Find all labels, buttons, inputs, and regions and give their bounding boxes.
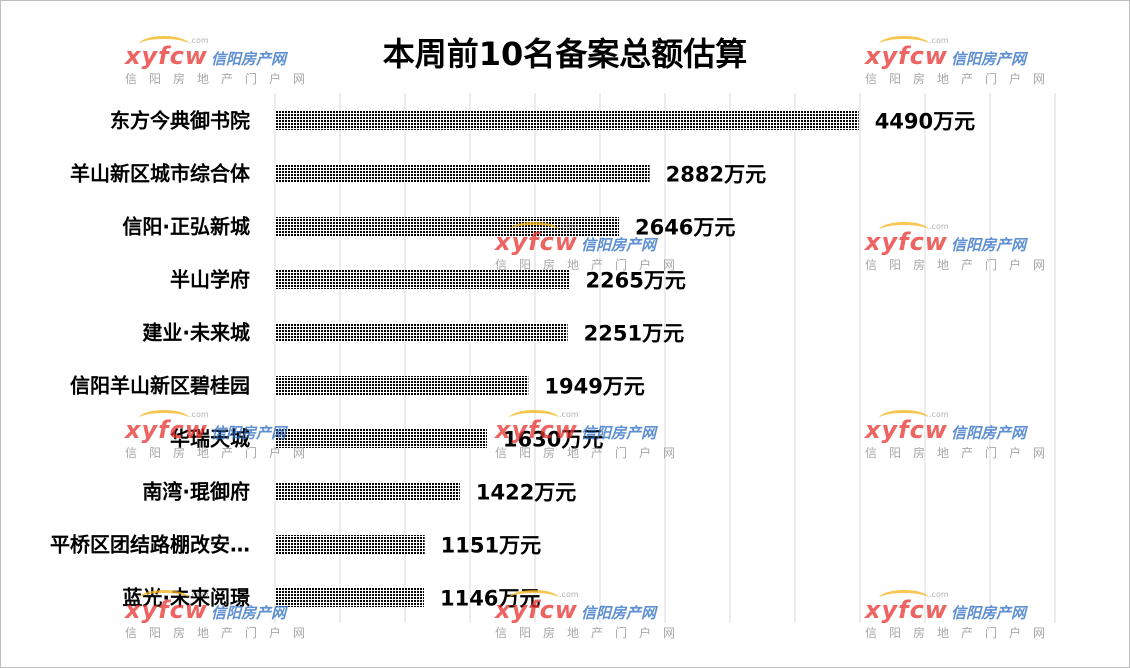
watermark: .com xyfcw 信阳房产网 信阳房地产门户网 xyxy=(495,590,675,640)
watermark-roof-icon xyxy=(879,590,929,607)
watermark-roof-icon xyxy=(879,222,929,239)
watermark-logo: xyfcw xyxy=(495,416,578,444)
watermark-subtitle: 信阳房地产门户网 xyxy=(495,626,688,640)
watermark-logo: xyfcw xyxy=(125,596,208,624)
bar xyxy=(275,588,424,607)
watermark-logo: xyfcw xyxy=(125,42,208,70)
data-label: 1630万元 xyxy=(503,428,603,452)
data-label: 4490万元 xyxy=(875,110,975,134)
category-label: 信阳·正弘新城 xyxy=(122,215,250,239)
category-label: 羊山新区城市综合体 xyxy=(70,162,251,186)
chart-title: 本周前10名备案总额估算 xyxy=(383,35,748,73)
watermark-dotcom: .com xyxy=(929,222,949,231)
watermark: .com xyfcw 信阳房产网 信阳房地产门户网 xyxy=(865,590,1045,640)
watermark-logo: xyfcw xyxy=(125,416,208,444)
category-label: 信阳羊山新区碧桂园 xyxy=(70,374,250,398)
category-label: 半山学府 xyxy=(170,268,250,292)
watermark-subtitle: 信阳房地产门户网 xyxy=(865,72,1058,86)
watermark-roof-icon xyxy=(879,410,929,427)
bar xyxy=(275,111,859,130)
watermark-logo: xyfcw xyxy=(495,228,578,256)
watermark-subtitle: 信阳房地产门户网 xyxy=(125,72,318,86)
watermark-site-name: 信阳房产网 xyxy=(581,604,657,622)
watermark-roof-icon xyxy=(509,222,559,239)
watermark-subtitle: 信阳房地产门户网 xyxy=(125,626,318,640)
watermark: .com xyfcw 信阳房产网 信阳房地产门户网 xyxy=(125,36,305,86)
data-label: 1151万元 xyxy=(441,534,541,558)
watermark-site-name: 信阳房产网 xyxy=(951,424,1027,442)
watermark-roof-icon xyxy=(139,410,189,427)
watermark-dotcom: .com xyxy=(189,590,209,599)
data-label: 2265万元 xyxy=(585,269,685,293)
watermark-dotcom: .com xyxy=(559,410,579,419)
watermark-logo: xyfcw xyxy=(865,42,948,70)
watermark-dotcom: .com xyxy=(929,36,949,45)
category-label: 建业·未来城 xyxy=(142,321,250,345)
watermark-dotcom: .com xyxy=(929,590,949,599)
watermark: .com xyfcw 信阳房产网 信阳房地产门户网 xyxy=(125,590,305,640)
watermark: .com xyfcw 信阳房产网 信阳房地产门户网 xyxy=(125,410,305,460)
bar xyxy=(275,323,568,342)
watermark-logo: xyfcw xyxy=(865,416,948,444)
data-label: 1949万元 xyxy=(544,375,644,399)
watermark-dotcom: .com xyxy=(559,590,579,599)
watermark-site-name: 信阳房产网 xyxy=(951,604,1027,622)
watermark-subtitle: 信阳房地产门户网 xyxy=(865,258,1058,272)
watermark-roof-icon xyxy=(139,36,189,53)
bar xyxy=(275,482,460,501)
watermark-site-name: 信阳房产网 xyxy=(581,236,657,254)
watermark-subtitle: 信阳房地产门户网 xyxy=(865,626,1058,640)
bar xyxy=(275,535,425,554)
bar xyxy=(275,164,650,183)
watermark-dotcom: .com xyxy=(189,36,209,45)
category-label: 平桥区团结路棚改安… xyxy=(50,533,250,557)
watermark-site-name: 信阳房产网 xyxy=(951,236,1027,254)
watermark-site-name: 信阳房产网 xyxy=(211,50,287,68)
bar xyxy=(275,429,487,448)
watermark-roof-icon xyxy=(509,410,559,427)
watermark-dotcom: .com xyxy=(929,410,949,419)
watermark-subtitle: 信阳房地产门户网 xyxy=(495,446,688,460)
watermark-roof-icon xyxy=(879,36,929,53)
watermark-dotcom: .com xyxy=(189,410,209,419)
bar xyxy=(275,270,570,289)
watermark-roof-icon xyxy=(139,590,189,607)
watermark-site-name: 信阳房产网 xyxy=(951,50,1027,68)
watermark-logo: xyfcw xyxy=(495,596,578,624)
watermark: .com xyfcw 信阳房产网 信阳房地产门户网 xyxy=(495,222,675,272)
watermark-site-name: 信阳房产网 xyxy=(211,424,287,442)
watermark: .com xyfcw 信阳房产网 信阳房地产门户网 xyxy=(495,410,675,460)
data-label: 2882万元 xyxy=(666,163,766,187)
watermark-subtitle: 信阳房地产门户网 xyxy=(865,446,1058,460)
watermark-logo: xyfcw xyxy=(865,596,948,624)
watermark-subtitle: 信阳房地产门户网 xyxy=(495,258,688,272)
watermark-logo: xyfcw xyxy=(865,228,948,256)
watermark: .com xyfcw 信阳房产网 信阳房地产门户网 xyxy=(865,222,1045,272)
watermark-site-name: 信阳房产网 xyxy=(211,604,287,622)
watermark-site-name: 信阳房产网 xyxy=(581,424,657,442)
category-label: 南湾·琨御府 xyxy=(142,480,250,504)
watermark: .com xyfcw 信阳房产网 信阳房地产门户网 xyxy=(865,410,1045,460)
data-label: 2251万元 xyxy=(584,322,684,346)
watermark-dotcom: .com xyxy=(559,222,579,231)
bar xyxy=(275,376,529,395)
data-label: 2646万元 xyxy=(635,216,735,240)
data-label: 1422万元 xyxy=(476,481,576,505)
category-label: 华瑞天城 xyxy=(170,427,250,451)
watermark: .com xyfcw 信阳房产网 信阳房地产门户网 xyxy=(865,36,1045,86)
category-label: 东方今典御书院 xyxy=(110,109,250,133)
watermark-roof-icon xyxy=(509,590,559,607)
watermark-subtitle: 信阳房地产门户网 xyxy=(125,446,318,460)
